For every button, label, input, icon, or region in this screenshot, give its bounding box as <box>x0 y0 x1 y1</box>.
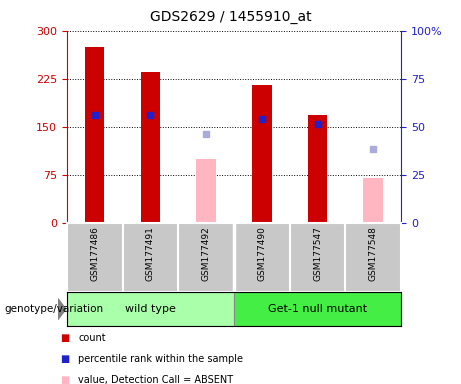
Bar <box>234 292 401 326</box>
Text: GSM177486: GSM177486 <box>90 227 99 281</box>
Bar <box>85 47 105 223</box>
Text: value, Detection Call = ABSENT: value, Detection Call = ABSENT <box>78 375 233 384</box>
Polygon shape <box>58 298 66 320</box>
Bar <box>196 159 216 223</box>
Text: ■: ■ <box>60 354 69 364</box>
Bar <box>141 72 160 223</box>
Text: GDS2629 / 1455910_at: GDS2629 / 1455910_at <box>150 10 311 23</box>
Text: count: count <box>78 333 106 343</box>
Text: GSM177491: GSM177491 <box>146 227 155 281</box>
Bar <box>308 115 327 223</box>
Text: GSM177490: GSM177490 <box>257 227 266 281</box>
Text: GSM177492: GSM177492 <box>201 227 211 281</box>
Bar <box>67 292 234 326</box>
Text: ■: ■ <box>60 333 69 343</box>
Text: GSM177547: GSM177547 <box>313 227 322 281</box>
Text: Get-1 null mutant: Get-1 null mutant <box>268 304 367 314</box>
Bar <box>363 178 383 223</box>
Text: ■: ■ <box>60 375 69 384</box>
Text: percentile rank within the sample: percentile rank within the sample <box>78 354 243 364</box>
Text: wild type: wild type <box>125 304 176 314</box>
Text: GSM177548: GSM177548 <box>369 227 378 281</box>
Text: genotype/variation: genotype/variation <box>5 304 104 314</box>
Bar <box>252 85 272 223</box>
